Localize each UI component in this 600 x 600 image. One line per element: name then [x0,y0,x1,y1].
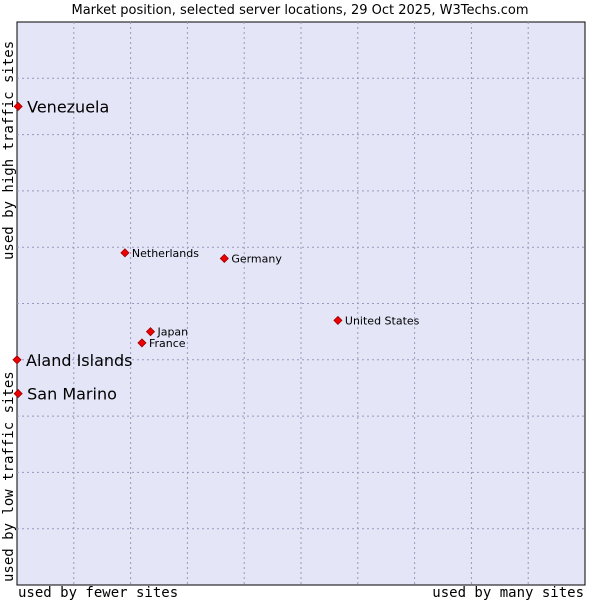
data-point-marker [13,389,23,399]
data-point-label: France [149,337,186,350]
data-point-marker [137,338,147,348]
data-point-label: Japan [156,326,188,339]
data-point: San Marino [13,385,117,404]
data-point: France [137,337,186,350]
data-point-marker [145,327,156,337]
x-axis-label-right: used by many sites [432,585,584,600]
data-point-marker [219,253,229,264]
data-points: Venezuela Netherlands Germany United States… [12,97,420,404]
data-point: Japan [145,326,188,339]
data-point-label: Germany [231,252,282,265]
data-point-label: Netherlands [132,247,199,260]
data-point: United States [333,314,420,327]
data-point-marker [13,101,23,112]
y-axis-label-top: used by high traffic sites [1,41,17,260]
data-point-label: United States [345,314,420,327]
data-point: Germany [219,252,282,265]
data-point: Netherlands [120,247,199,260]
data-point: Aland Islands [12,351,133,370]
data-point: Venezuela [13,97,109,116]
y-axis-label-bottom: used by low traffic sites [1,371,17,582]
x-axis-label-left: used by fewer sites [18,585,178,600]
data-point-label: Venezuela [27,97,109,116]
grid [17,22,585,585]
data-point-marker [12,355,22,365]
data-point-marker [120,248,130,258]
data-point-label: San Marino [27,385,117,404]
chart-title: Market position, selected server locatio… [71,3,528,18]
data-point-marker [333,315,343,325]
data-point-label: Aland Islands [26,351,133,370]
